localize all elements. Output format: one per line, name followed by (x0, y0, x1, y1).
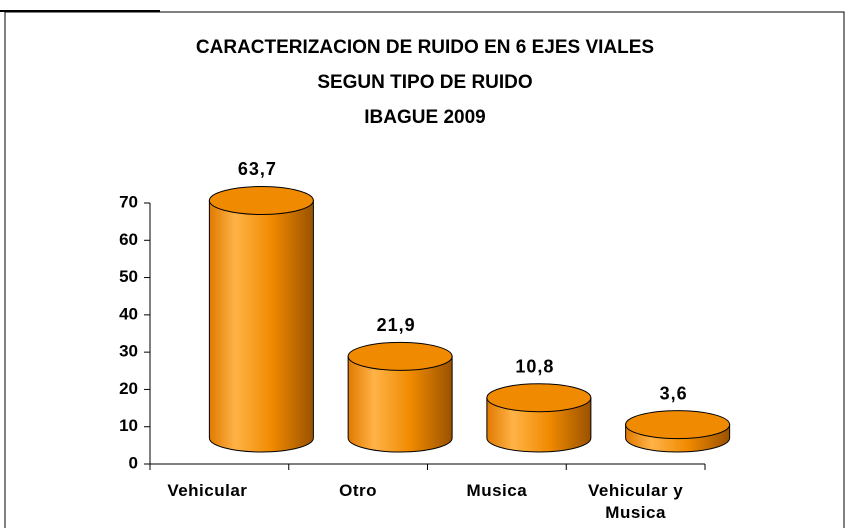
y-tick-label: 50 (119, 267, 138, 286)
y-tick-label: 20 (119, 379, 138, 398)
cylinder-top (486, 383, 592, 413)
value-label: 21,9 (377, 315, 416, 335)
chart-title: IBAGUE 2009 (364, 107, 485, 128)
x-tick-label: Otro (339, 481, 378, 500)
value-label: 10,8 (515, 356, 554, 376)
value-label: 3,6 (660, 383, 688, 403)
y-tick-label: 10 (119, 416, 138, 435)
bar (486, 383, 592, 453)
x-tick-label: Musica (466, 481, 528, 500)
y-tick-label: 40 (119, 304, 138, 323)
cylinder-top (208, 185, 314, 215)
cylinder-body (486, 397, 592, 453)
x-tick-label: Vehicular (167, 481, 248, 500)
y-tick-label: 30 (119, 342, 138, 361)
cylinder-top (347, 341, 453, 371)
cylinder-body (347, 355, 453, 453)
cylinder-top (625, 410, 731, 440)
cylinder-body (208, 199, 314, 453)
y-tick-label: 0 (129, 453, 138, 472)
bar (347, 341, 453, 453)
y-tick-label: 60 (119, 230, 138, 249)
bar (208, 185, 314, 453)
x-tick-label: Vehicular y Musica (587, 481, 684, 522)
chart-title: CARACTERIZACION DE RUIDO EN 6 EJES VIALE… (196, 37, 654, 58)
y-tick-label: 70 (119, 192, 138, 211)
frame (4, 11, 845, 528)
value-label: 63,7 (238, 159, 277, 179)
bar (625, 410, 731, 453)
chart-title: SEGUN TIPO DE RUIDO (317, 72, 532, 93)
